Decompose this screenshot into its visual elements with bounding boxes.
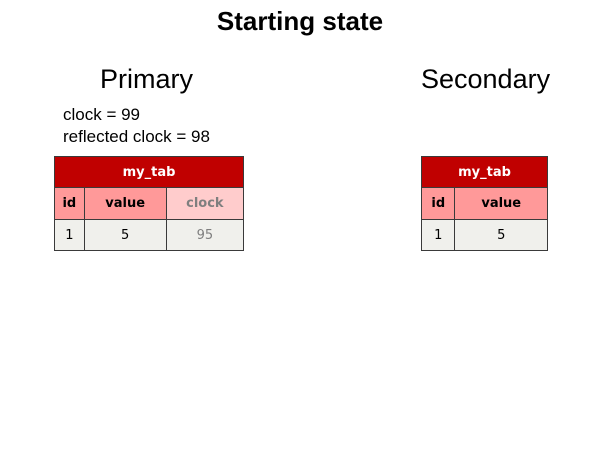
primary-cell-clock: 95 (165, 219, 245, 251)
primary-column-header-id: id (54, 187, 85, 220)
primary-table: my_tab id value clock 1 5 95 (54, 156, 245, 251)
primary-cell-id: 1 (54, 219, 85, 251)
primary-cell-value: 5 (83, 219, 167, 251)
secondary-table-header-row: id value (420, 187, 548, 220)
secondary-table: my_tab id value 1 5 (420, 156, 548, 251)
primary-column-header-clock: clock (165, 187, 245, 220)
secondary-column-header-value: value (454, 187, 548, 220)
secondary-table-caption: my_tab (421, 156, 548, 188)
primary-node-title: Primary (100, 64, 193, 94)
secondary-cell-value: 5 (454, 219, 548, 251)
primary-column-header-value: value (83, 187, 167, 220)
secondary-table-row: 1 5 (420, 219, 548, 251)
secondary-column-header-id: id (420, 187, 456, 220)
primary-table-caption: my_tab (54, 156, 244, 188)
slide-title: Starting state (216, 6, 384, 36)
secondary-cell-id: 1 (420, 219, 456, 251)
secondary-node-title: Secondary (421, 64, 551, 94)
primary-clock-text: clock = 99 (63, 105, 141, 124)
primary-table-header-row: id value clock (54, 187, 245, 220)
primary-table-row: 1 5 95 (54, 219, 245, 251)
primary-reflected-clock-text: reflected clock = 98 (63, 127, 210, 146)
